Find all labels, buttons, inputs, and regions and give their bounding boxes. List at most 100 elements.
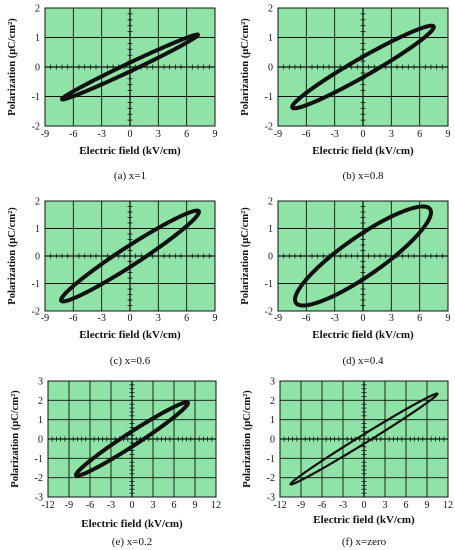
x-tick-label: 6	[417, 129, 422, 140]
y-tick-label: -2	[267, 473, 275, 484]
y-axis-label: Polarization (μC/cm²)	[7, 207, 18, 305]
x-tick-label: 0	[362, 500, 367, 511]
x-axis-label: Electric field (kV/cm)	[79, 145, 181, 157]
x-tick-label: -6	[302, 313, 310, 324]
x-tick-label: 6	[172, 500, 177, 511]
x-tick-label: -9	[65, 500, 73, 511]
x-tick-label: 0	[361, 313, 366, 324]
y-tick-label: -2	[35, 473, 43, 484]
x-tick-label: 12	[443, 500, 453, 511]
y-tick-label: 1	[35, 33, 40, 44]
x-tick-label: -3	[330, 129, 338, 140]
y-tick-label: 0	[35, 63, 40, 74]
y-tick-label: 0	[270, 435, 275, 446]
y-tick-label: -2	[265, 122, 273, 133]
y-tick-label: -2	[32, 122, 40, 133]
hysteresis-loop	[60, 32, 200, 102]
hysteresis-loop	[59, 208, 201, 304]
panel-caption: (d) x=0.4	[342, 355, 384, 367]
hysteresis-loop	[74, 400, 190, 478]
x-tick-label: 9	[446, 313, 451, 324]
x-tick-label: -6	[69, 129, 77, 140]
x-tick-label: -12	[273, 500, 286, 511]
chart-panel-d: -9 -6 -3 0 3 6 9 -2 -1 0 1 2 Electric field (kV/cm) P…	[240, 197, 451, 368]
y-tick-label: -3	[35, 493, 43, 504]
y-axis-label: Polarization (μC/cm²)	[242, 390, 253, 488]
chart-panel-a: -9 -6 -3 0 3 6 9 -2 -1 0 1 2 Electric field (kV/cm) P…	[7, 4, 218, 183]
x-axis-label: Electric field (kV/cm)	[313, 514, 415, 526]
x-tick-label: -3	[330, 313, 338, 324]
chart-panel-c: -9 -6 -3 0 3 6 9 -2 -1 0 1 2 Electric field (kV/cm) P…	[7, 197, 218, 368]
y-axis-label: Polarization (μC/cm²)	[7, 18, 18, 116]
y-tick-label: 2	[270, 396, 275, 407]
y-tick-label: 1	[270, 415, 275, 426]
x-tick-label: -9	[41, 313, 49, 324]
x-tick-label: 3	[389, 129, 394, 140]
panel-caption: (e) x=0.2	[112, 536, 152, 548]
x-axis-label: Electric field (kV/cm)	[79, 329, 181, 341]
x-tick-label: 3	[156, 129, 161, 140]
y-tick-label: 1	[35, 224, 40, 235]
y-tick-label: 3	[38, 377, 43, 388]
y-tick-label: -1	[32, 279, 40, 290]
x-tick-label: -3	[107, 500, 115, 511]
panel-caption: (b) x=0.8	[342, 170, 384, 182]
y-tick-label: 2	[38, 396, 43, 407]
y-tick-label: -1	[32, 92, 40, 103]
y-axis-label: Polarization (μC/cm²)	[240, 207, 251, 305]
x-tick-label: -9	[297, 500, 305, 511]
hysteresis-loop	[293, 204, 433, 308]
x-axis-label: Electric field (kV/cm)	[312, 329, 414, 341]
x-tick-label: -9	[274, 313, 282, 324]
y-tick-label: -1	[265, 92, 273, 103]
x-tick-label: 6	[417, 313, 422, 324]
x-tick-label: 9	[446, 129, 451, 140]
y-tick-label: 0	[268, 63, 273, 74]
y-tick-label: 0	[35, 252, 40, 263]
x-tick-label: -3	[339, 500, 347, 511]
x-tick-label: 6	[404, 500, 409, 511]
x-tick-label: 0	[130, 500, 135, 511]
y-tick-label: -1	[267, 454, 275, 465]
y-tick-label: -2	[265, 307, 273, 318]
panel-caption: (f) x=zero	[342, 536, 387, 548]
y-tick-label: 1	[38, 415, 43, 426]
x-tick-label: -12	[41, 500, 54, 511]
y-tick-label: 3	[270, 377, 275, 388]
x-tick-label: 0	[361, 129, 366, 140]
y-tick-label: 2	[35, 197, 40, 208]
x-tick-label: -3	[97, 313, 105, 324]
x-tick-label: -9	[274, 129, 282, 140]
panel-caption: (a) x=1	[114, 170, 146, 182]
x-axis-label: Electric field (kV/cm)	[81, 518, 183, 530]
x-tick-label: 3	[389, 313, 394, 324]
x-tick-label: 9	[425, 500, 430, 511]
x-axis-label: Electric field (kV/cm)	[312, 145, 414, 157]
y-tick-label: 2	[35, 4, 40, 15]
x-tick-label: 0	[128, 313, 133, 324]
hysteresis-loop	[289, 392, 439, 486]
y-tick-label: 2	[268, 197, 273, 208]
y-tick-label: -1	[265, 279, 273, 290]
y-axis-label: Polarization (μC/cm²)	[10, 390, 21, 488]
x-tick-label: 12	[211, 500, 221, 511]
x-tick-label: 3	[383, 500, 388, 511]
chart-panel-b: -9 -6 -3 0 3 6 9 -2 -1 0 1 2 Electric field (kV/cm) P…	[240, 4, 451, 183]
x-tick-label: 6	[184, 313, 189, 324]
panel-caption: (c) x=0.6	[110, 355, 151, 367]
y-axis-label: Polarization (μC/cm²)	[240, 18, 251, 116]
y-tick-label: 2	[268, 4, 273, 15]
x-tick-label: -6	[86, 500, 94, 511]
y-tick-label: 0	[268, 252, 273, 263]
y-tick-label: -2	[32, 307, 40, 318]
x-tick-label: 3	[151, 500, 156, 511]
x-tick-label: 9	[213, 313, 218, 324]
x-tick-label: -6	[302, 129, 310, 140]
y-tick-label: 1	[268, 224, 273, 235]
x-tick-label: -9	[41, 129, 49, 140]
y-tick-label: 0	[38, 435, 43, 446]
y-tick-label: 1	[268, 33, 273, 44]
